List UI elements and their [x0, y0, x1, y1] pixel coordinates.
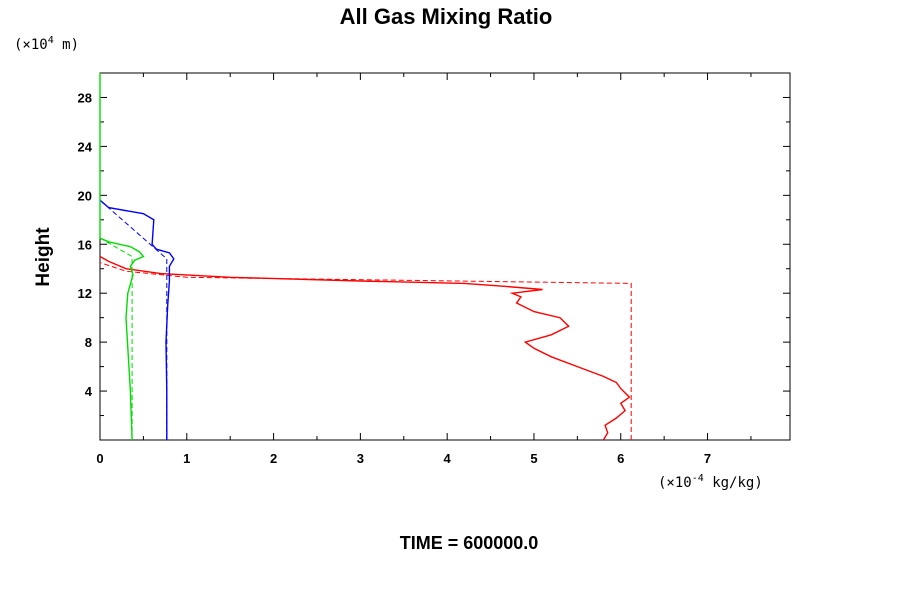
time-footer: TIME = 600000.0	[400, 533, 539, 553]
x-tick-label: 3	[357, 451, 364, 466]
y-axis-label: Height	[33, 227, 54, 287]
y-tick-label: 28	[78, 90, 92, 105]
y-tick-label: 16	[78, 237, 92, 252]
x-tick-label: 7	[704, 451, 711, 466]
series-line-3	[99, 199, 168, 440]
chart-title: All Gas Mixing Ratio	[340, 4, 553, 29]
x-tick-label: 2	[270, 451, 277, 466]
x-tick-label: 5	[530, 451, 537, 466]
y-tick-label: 24	[78, 139, 93, 154]
series-line-1	[99, 262, 632, 440]
series-line-2	[99, 199, 175, 440]
x-tick-label: 1	[183, 451, 190, 466]
x-axis-unit: (×10-4 kg/kg)	[658, 473, 763, 491]
x-tick-label: 4	[444, 451, 452, 466]
y-tick-label: 8	[85, 335, 92, 350]
y-tick-label: 20	[78, 188, 92, 203]
x-tick-label: 0	[96, 451, 103, 466]
x-tick-label: 6	[617, 451, 624, 466]
series-line-4	[99, 73, 145, 441]
axis-ticks	[99, 72, 790, 440]
y-axis-unit: (×104 m)	[14, 35, 79, 53]
series-line-0	[99, 255, 631, 441]
plot-frame	[99, 72, 791, 441]
y-tick-label: 4	[85, 384, 93, 399]
y-tick-label: 12	[78, 286, 92, 301]
series-line-5	[99, 237, 133, 440]
data-series	[99, 73, 632, 441]
